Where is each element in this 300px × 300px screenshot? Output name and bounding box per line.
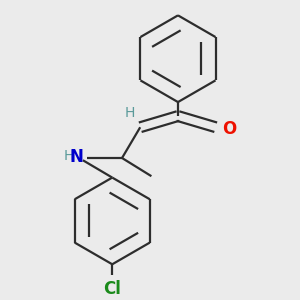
Text: H: H [64, 149, 74, 163]
Text: O: O [222, 120, 236, 138]
Text: Cl: Cl [103, 280, 121, 298]
Text: N: N [70, 148, 84, 166]
Text: H: H [124, 106, 135, 120]
